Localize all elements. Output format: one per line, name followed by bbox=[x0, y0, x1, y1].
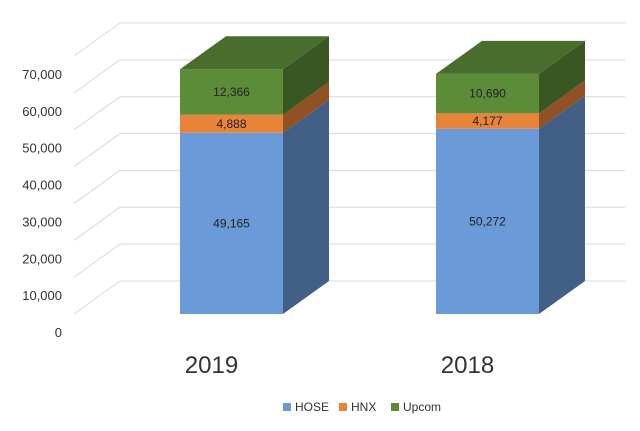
y-tick-label: 50,000 bbox=[22, 141, 62, 156]
bar-top bbox=[436, 40, 585, 74]
y-tick-label: 0 bbox=[55, 325, 62, 340]
gridline-diagonal bbox=[73, 133, 121, 167]
y-tick-label: 20,000 bbox=[22, 251, 62, 266]
bar-upcom-2018 bbox=[436, 73, 539, 114]
gridline-diagonal bbox=[73, 280, 121, 315]
bar-upcom-2019 bbox=[180, 69, 283, 115]
bar-hose-2018 bbox=[436, 128, 539, 314]
bar-side-upcom bbox=[283, 36, 329, 115]
bar-side-hnx bbox=[539, 80, 585, 129]
bar-hnx-2019 bbox=[180, 114, 283, 133]
bar-group-2019: 49,165 4,888 12,366 bbox=[180, 36, 329, 314]
x-category-label: 2019 bbox=[185, 352, 238, 379]
data-label: 50,272 bbox=[469, 214, 506, 228]
y-tick-label: 60,000 bbox=[22, 104, 62, 119]
legend-swatch-upcom bbox=[391, 403, 399, 411]
data-label: 49,165 bbox=[213, 216, 250, 230]
data-label: 10,690 bbox=[469, 87, 506, 101]
bar-side-upcom bbox=[539, 40, 585, 114]
y-tick-label: 30,000 bbox=[22, 214, 62, 229]
y-tick-label: 40,000 bbox=[22, 178, 62, 193]
data-label: 12,366 bbox=[213, 85, 250, 99]
bar-hnx-2018 bbox=[436, 113, 539, 129]
bar-side-hose bbox=[283, 99, 329, 314]
gridline-diagonal bbox=[73, 206, 121, 241]
gridline-diagonal bbox=[73, 243, 121, 278]
y-axis-ticks: 0 10,000 20,000 30,000 40,000 50,000 60,000 70,… bbox=[22, 67, 62, 340]
bar-side-hnx bbox=[283, 81, 329, 133]
bars: 49,165 4,888 12,366 50,272 4,177 10,690 bbox=[180, 36, 585, 315]
bar-side-hose bbox=[539, 95, 585, 315]
gridline-diagonal bbox=[73, 22, 121, 57]
bar-top bbox=[180, 36, 329, 70]
category-labels: 2019 2018 bbox=[185, 352, 494, 379]
gridline-diagonal bbox=[73, 170, 121, 204]
legend-swatch-hose bbox=[283, 403, 291, 411]
legend-swatch-hnx bbox=[339, 403, 347, 411]
legend-label-hose: HOSE bbox=[295, 400, 329, 414]
x-category-label: 2018 bbox=[441, 352, 494, 379]
y-tick-label: 70,000 bbox=[22, 67, 62, 82]
data-label: 4,888 bbox=[216, 117, 246, 131]
data-label: 4,177 bbox=[472, 114, 502, 128]
bar-hose-2019 bbox=[180, 132, 283, 314]
legend: HOSE HNX Upcom bbox=[283, 400, 441, 414]
gridline-diagonal bbox=[73, 59, 121, 94]
legend-label-upcom: Upcom bbox=[403, 400, 441, 414]
gridline-diagonal bbox=[73, 96, 121, 131]
bar-group-2018: 50,272 4,177 10,690 bbox=[436, 40, 585, 315]
y-tick-label: 10,000 bbox=[22, 288, 62, 303]
legend-label-hnx: HNX bbox=[351, 400, 376, 414]
